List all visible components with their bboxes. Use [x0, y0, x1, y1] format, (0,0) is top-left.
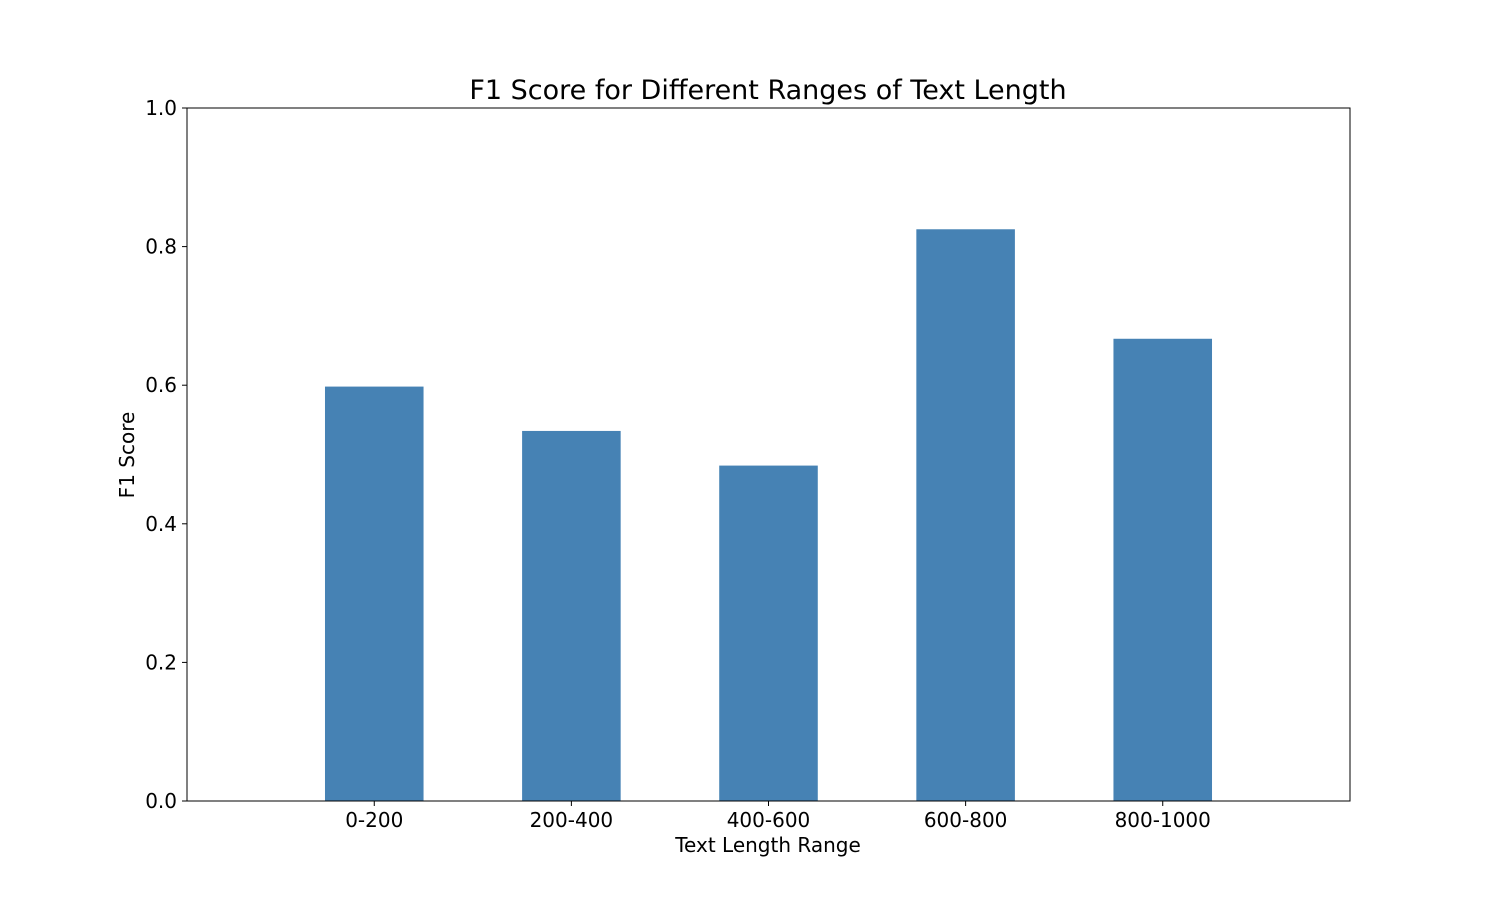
bar-400-600 — [719, 465, 818, 801]
bars-layer — [324, 229, 1213, 801]
x-tick-label: 200-400 — [530, 808, 614, 832]
x-axis-ticks: 0-200 200-400 400-600 600-800 800-1000 — [345, 801, 1211, 832]
y-tick-label: 0.8 — [145, 235, 177, 259]
y-tick-label: 0.0 — [145, 789, 177, 813]
x-tick-label: 800-1000 — [1115, 808, 1211, 832]
x-tick-label: 0-200 — [345, 808, 403, 832]
y-tick-label: 1.0 — [145, 96, 177, 120]
y-axis-ticks: 0.0 0.2 0.4 0.6 0.8 1.0 — [145, 96, 187, 813]
bar-600-800 — [916, 229, 1015, 801]
y-tick-label: 0.4 — [145, 512, 177, 536]
y-axis-label: F1 Score — [115, 412, 139, 499]
bar-800-1000 — [1113, 338, 1213, 801]
x-tick-label: 600-800 — [924, 808, 1008, 832]
bar-200-400 — [522, 430, 621, 801]
y-tick-label: 0.6 — [145, 373, 177, 397]
y-tick-label: 0.2 — [145, 650, 177, 674]
x-axis-label: Text Length Range — [674, 833, 861, 857]
x-tick-label: 400-600 — [727, 808, 811, 832]
plot-frame — [186, 107, 1351, 802]
bar-0-200 — [324, 386, 424, 801]
chart-title: F1 Score for Different Ranges of Text Le… — [469, 75, 1066, 106]
